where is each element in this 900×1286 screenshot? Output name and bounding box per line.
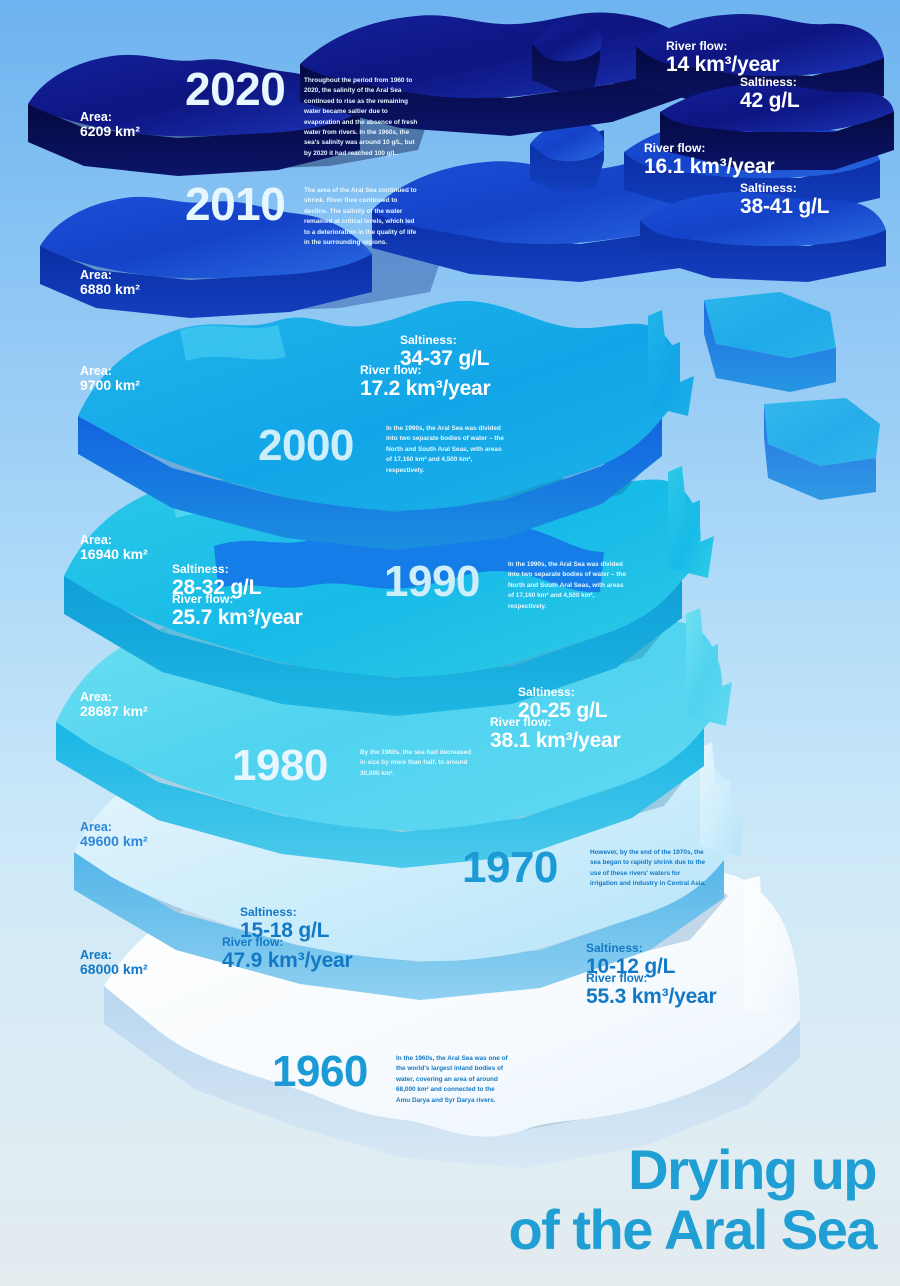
title-line-2: of the Aral Sea — [508, 1198, 877, 1262]
saltiness-value: 38-41 g/L — [740, 194, 830, 218]
river-flow-value: 25.7 km³/year — [172, 605, 303, 629]
river-flow-1990: River flow: 25.7 km³/year — [172, 593, 303, 630]
area-label: Area: — [80, 268, 112, 282]
river-flow-2020: River flow: 14 km³/year — [666, 39, 780, 77]
river-flow-value: 17.2 km³/year — [360, 376, 491, 400]
title-line-1: Drying up — [628, 1138, 877, 1202]
area-label: Area: — [80, 820, 112, 834]
saltiness-1990: Saltiness: 28-32 g/L — [172, 563, 261, 600]
river-flow-value: 47.9 km³/year — [222, 948, 353, 972]
river-flow-2000: River flow: 17.2 km³/year — [360, 364, 491, 401]
year-label-1990: 1990 — [384, 557, 480, 606]
sea-layer-2010 — [40, 120, 886, 318]
area-1990: Area: 16940 km² — [80, 533, 148, 563]
saltiness-value: 15-18 g/L — [240, 918, 330, 942]
river-flow-label: River flow: — [172, 592, 234, 606]
river-flow-value: 16.1 km³/year — [644, 154, 775, 178]
description-2010: The area of the Aral Sea continued to sh… — [304, 187, 417, 246]
year-label-2000: 2000 — [258, 421, 354, 470]
area-value: 6209 km² — [80, 123, 140, 139]
saltiness-label: Saltiness: — [518, 685, 575, 699]
saltiness-2010: Saltiness: 38-41 g/L — [740, 182, 829, 219]
area-2020: Area: 6209 km² — [80, 110, 140, 140]
saltiness-label: Saltiness: — [240, 905, 297, 919]
area-2000: Area: 9700 km² — [80, 364, 140, 394]
river-flow-label: River flow: — [490, 715, 552, 729]
river-flow-label: River flow: — [360, 363, 422, 377]
description-2020: Throughout the period from 1960 to 2020,… — [304, 77, 418, 157]
page-title: Drying up of the Aral Sea — [508, 1138, 877, 1262]
area-label: Area: — [80, 690, 112, 704]
area-1960: Area: 68000 km² — [80, 948, 148, 978]
river-flow-label: River flow: — [666, 39, 728, 53]
area-value: 9700 km² — [80, 377, 140, 393]
year-label-2020: 2020 — [185, 63, 286, 115]
year-label-1980: 1980 — [232, 741, 328, 790]
river-flow-value: 38.1 km³/year — [490, 728, 621, 752]
saltiness-label: Saltiness: — [740, 75, 797, 89]
saltiness-1960: Saltiness: 10-12 g/L — [586, 942, 675, 979]
saltiness-label: Saltiness: — [400, 333, 457, 347]
area-value: 28687 km² — [80, 703, 148, 719]
river-flow-label: River flow: — [586, 971, 648, 985]
area-label: Area: — [80, 110, 112, 124]
area-label: Area: — [80, 364, 112, 378]
river-flow-value: 14 km³/year — [666, 52, 780, 76]
year-label-1970: 1970 — [462, 843, 558, 892]
river-flow-2010: River flow: 16.1 km³/year — [644, 142, 775, 179]
description-1990: In the 1990s, the Aral Sea was divided i… — [508, 561, 626, 610]
saltiness-1970: Saltiness: 15-18 g/L — [240, 906, 329, 943]
area-1980: Area: 28687 km² — [80, 690, 148, 720]
saltiness-value: 28-32 g/L — [172, 575, 262, 599]
year-label-2010: 2010 — [185, 178, 286, 230]
river-flow-value: 55.3 km³/year — [586, 984, 717, 1008]
river-flow-label: River flow: — [644, 141, 706, 155]
area-value: 6880 km² — [80, 281, 140, 297]
river-flow-label: River flow: — [222, 935, 284, 949]
area-label: Area: — [80, 948, 112, 962]
area-label: Area: — [80, 533, 112, 547]
area-1970: Area: 49600 km² — [80, 820, 148, 850]
river-flow-1960: River flow: 55.3 km³/year — [586, 972, 717, 1009]
saltiness-value: 20-25 g/L — [518, 698, 608, 722]
area-value: 68000 km² — [80, 961, 148, 977]
saltiness-value: 42 g/L — [740, 88, 800, 112]
description-1960: In the 1960s, the Aral Sea was one of th… — [396, 1055, 508, 1104]
area-value: 16940 km² — [80, 546, 148, 562]
saltiness-label: Saltiness: — [586, 941, 643, 955]
saltiness-label: Saltiness: — [172, 562, 229, 576]
river-flow-1970: River flow: 47.9 km³/year — [222, 936, 353, 973]
description-1970: However, by the end of the 1970s, the se… — [590, 849, 706, 888]
description-1980: By the 1980s, the sea had decreased in s… — [360, 749, 472, 777]
saltiness-1980: Saltiness: 20-25 g/L — [518, 686, 607, 723]
sea-layer-2020 — [28, 12, 894, 176]
sea-layer-2000 — [78, 292, 880, 550]
description-2000: In the 1990s, the Aral Sea was divided i… — [386, 425, 504, 474]
area-2010: Area: 6880 km² — [80, 268, 140, 298]
area-value: 49600 km² — [80, 833, 148, 849]
saltiness-2020: Saltiness: 42 g/L — [740, 75, 800, 113]
year-label-1960: 1960 — [272, 1047, 368, 1096]
river-flow-1980: River flow: 38.1 km³/year — [490, 716, 621, 753]
saltiness-label: Saltiness: — [740, 181, 797, 195]
saltiness-value: 34-37 g/L — [400, 346, 490, 370]
saltiness-value: 10-12 g/L — [586, 954, 676, 978]
saltiness-2000: Saltiness: 34-37 g/L — [400, 334, 489, 371]
